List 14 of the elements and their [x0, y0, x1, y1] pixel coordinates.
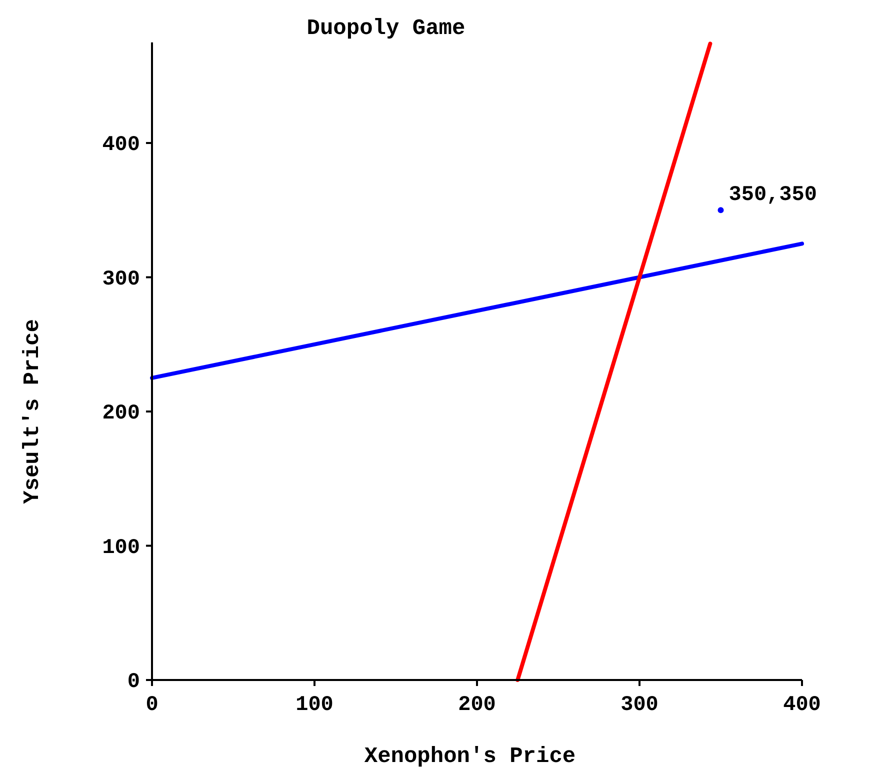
- y-tick-label: 400: [102, 134, 140, 157]
- y-tick-label: 0: [127, 671, 140, 694]
- y-tick-label: 300: [102, 268, 140, 292]
- x-tick-label: 0: [146, 694, 158, 717]
- y-axis-title: Yseult's Price: [20, 319, 45, 504]
- x-tick-label: 400: [783, 694, 821, 717]
- annotation: 350,350: [728, 184, 817, 208]
- x-tick-label: 100: [296, 694, 334, 717]
- chart-title: Duopoly Game: [306, 16, 466, 41]
- x-tick-label: 200: [458, 694, 496, 717]
- x-axis-title: Xenophon's Price: [364, 744, 576, 769]
- y-tick-label: 100: [102, 536, 140, 560]
- x-tick-label: 300: [620, 694, 658, 717]
- y-tick-label: 200: [102, 402, 140, 426]
